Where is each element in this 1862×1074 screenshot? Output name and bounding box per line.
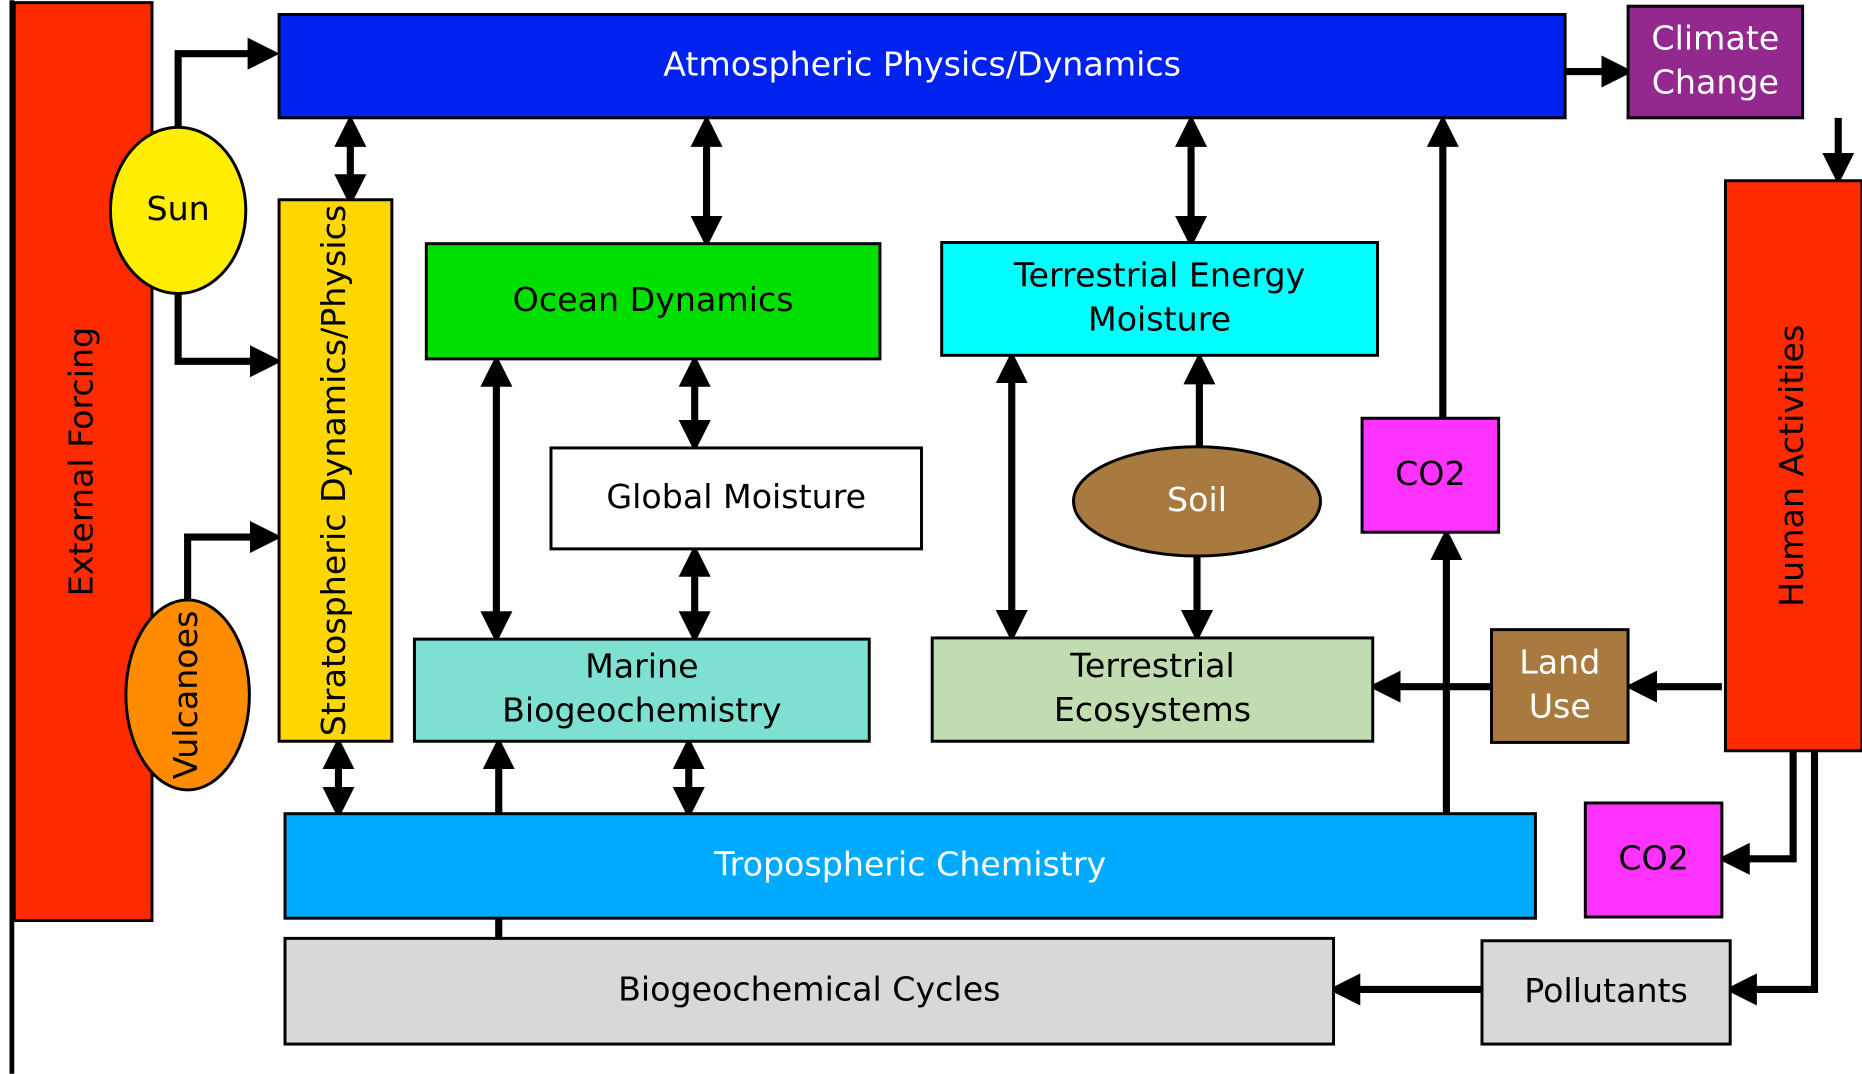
node-label: CO2	[1618, 839, 1689, 878]
node-label: CO2	[1395, 454, 1466, 493]
node-box	[1360, 416, 1501, 534]
node: Biogeochemical Cycles	[283, 936, 1336, 1046]
node-box	[1583, 801, 1724, 919]
node-label: Terrestrial	[1069, 646, 1234, 685]
node-box	[1480, 939, 1732, 1046]
node: CO2	[1583, 801, 1724, 919]
node-box	[930, 636, 1375, 743]
node-ellipse	[108, 125, 248, 296]
node: Terrestrial Energy Moisture	[940, 241, 1379, 357]
node: External Forcing	[12, 1, 154, 923]
nodes: External Forcing Sun Vulcanoes Atmospheric …	[12, 1, 1862, 1046]
node-label: Soil	[1167, 480, 1227, 519]
node: Climate Change	[1626, 4, 1805, 120]
node: Vulcanoes	[124, 598, 251, 792]
node-box	[1723, 179, 1862, 753]
node-label: Change	[1652, 62, 1779, 101]
arrows	[174, 37, 1855, 1006]
node-box	[940, 241, 1379, 357]
arrow	[1724, 750, 1819, 1006]
node-label: Biogeochemical Cycles	[618, 970, 1000, 1009]
node-label: Biogeochemistry	[502, 691, 781, 730]
node: Tropospheric Chemistry	[283, 812, 1537, 920]
node: Stratospheric Dynamics/Physics	[277, 198, 394, 743]
node-label: Marine	[585, 647, 699, 686]
node-box	[1490, 628, 1630, 744]
arrow	[184, 520, 283, 600]
node: Soil	[1072, 445, 1322, 558]
node-ellipse	[1072, 445, 1322, 558]
node: Marine Biogeochemistry	[412, 637, 871, 743]
arrow	[1717, 750, 1797, 875]
node: Global Moisture	[549, 446, 923, 551]
node-box	[424, 242, 882, 361]
node-box	[283, 936, 1336, 1046]
node: Sun	[108, 125, 248, 296]
arrow	[174, 293, 283, 378]
node: Land Use	[1490, 628, 1630, 744]
node-label: Global Moisture	[606, 477, 866, 516]
node-label: Terrestrial Energy	[1013, 255, 1305, 294]
node-label: Human Activities	[1772, 325, 1811, 607]
node-label: Land	[1519, 643, 1600, 682]
node-label: Atmospheric Physics/Dynamics	[663, 45, 1181, 84]
node-label: External Forcing	[62, 327, 101, 596]
node-label: Ocean Dynamics	[513, 280, 794, 319]
node: Human Activities	[1723, 179, 1862, 753]
node: Atmospheric Physics/Dynamics	[277, 13, 1567, 120]
node-box	[412, 637, 871, 743]
node: Pollutants	[1480, 939, 1732, 1046]
node-label: Stratospheric Dynamics/Physics	[314, 205, 353, 736]
node-label: Climate	[1651, 19, 1779, 58]
node-box	[549, 446, 923, 551]
node-label: Pollutants	[1524, 971, 1688, 1010]
node-box	[277, 13, 1567, 120]
node-box	[1626, 4, 1805, 120]
node: Terrestrial Ecosystems	[930, 636, 1375, 743]
node-label: Moisture	[1088, 299, 1231, 338]
node-label: Sun	[146, 189, 209, 228]
node-box	[283, 812, 1537, 920]
node-box	[277, 198, 394, 743]
node-label: Tropospheric Chemistry	[713, 844, 1106, 883]
node-label: Use	[1529, 687, 1591, 726]
node: Ocean Dynamics	[424, 242, 882, 361]
node: CO2	[1360, 416, 1501, 534]
node-label: Ecosystems	[1054, 690, 1251, 729]
node-label: Vulcanoes	[166, 611, 205, 780]
node-ellipse	[124, 598, 251, 792]
arrow	[174, 37, 280, 128]
